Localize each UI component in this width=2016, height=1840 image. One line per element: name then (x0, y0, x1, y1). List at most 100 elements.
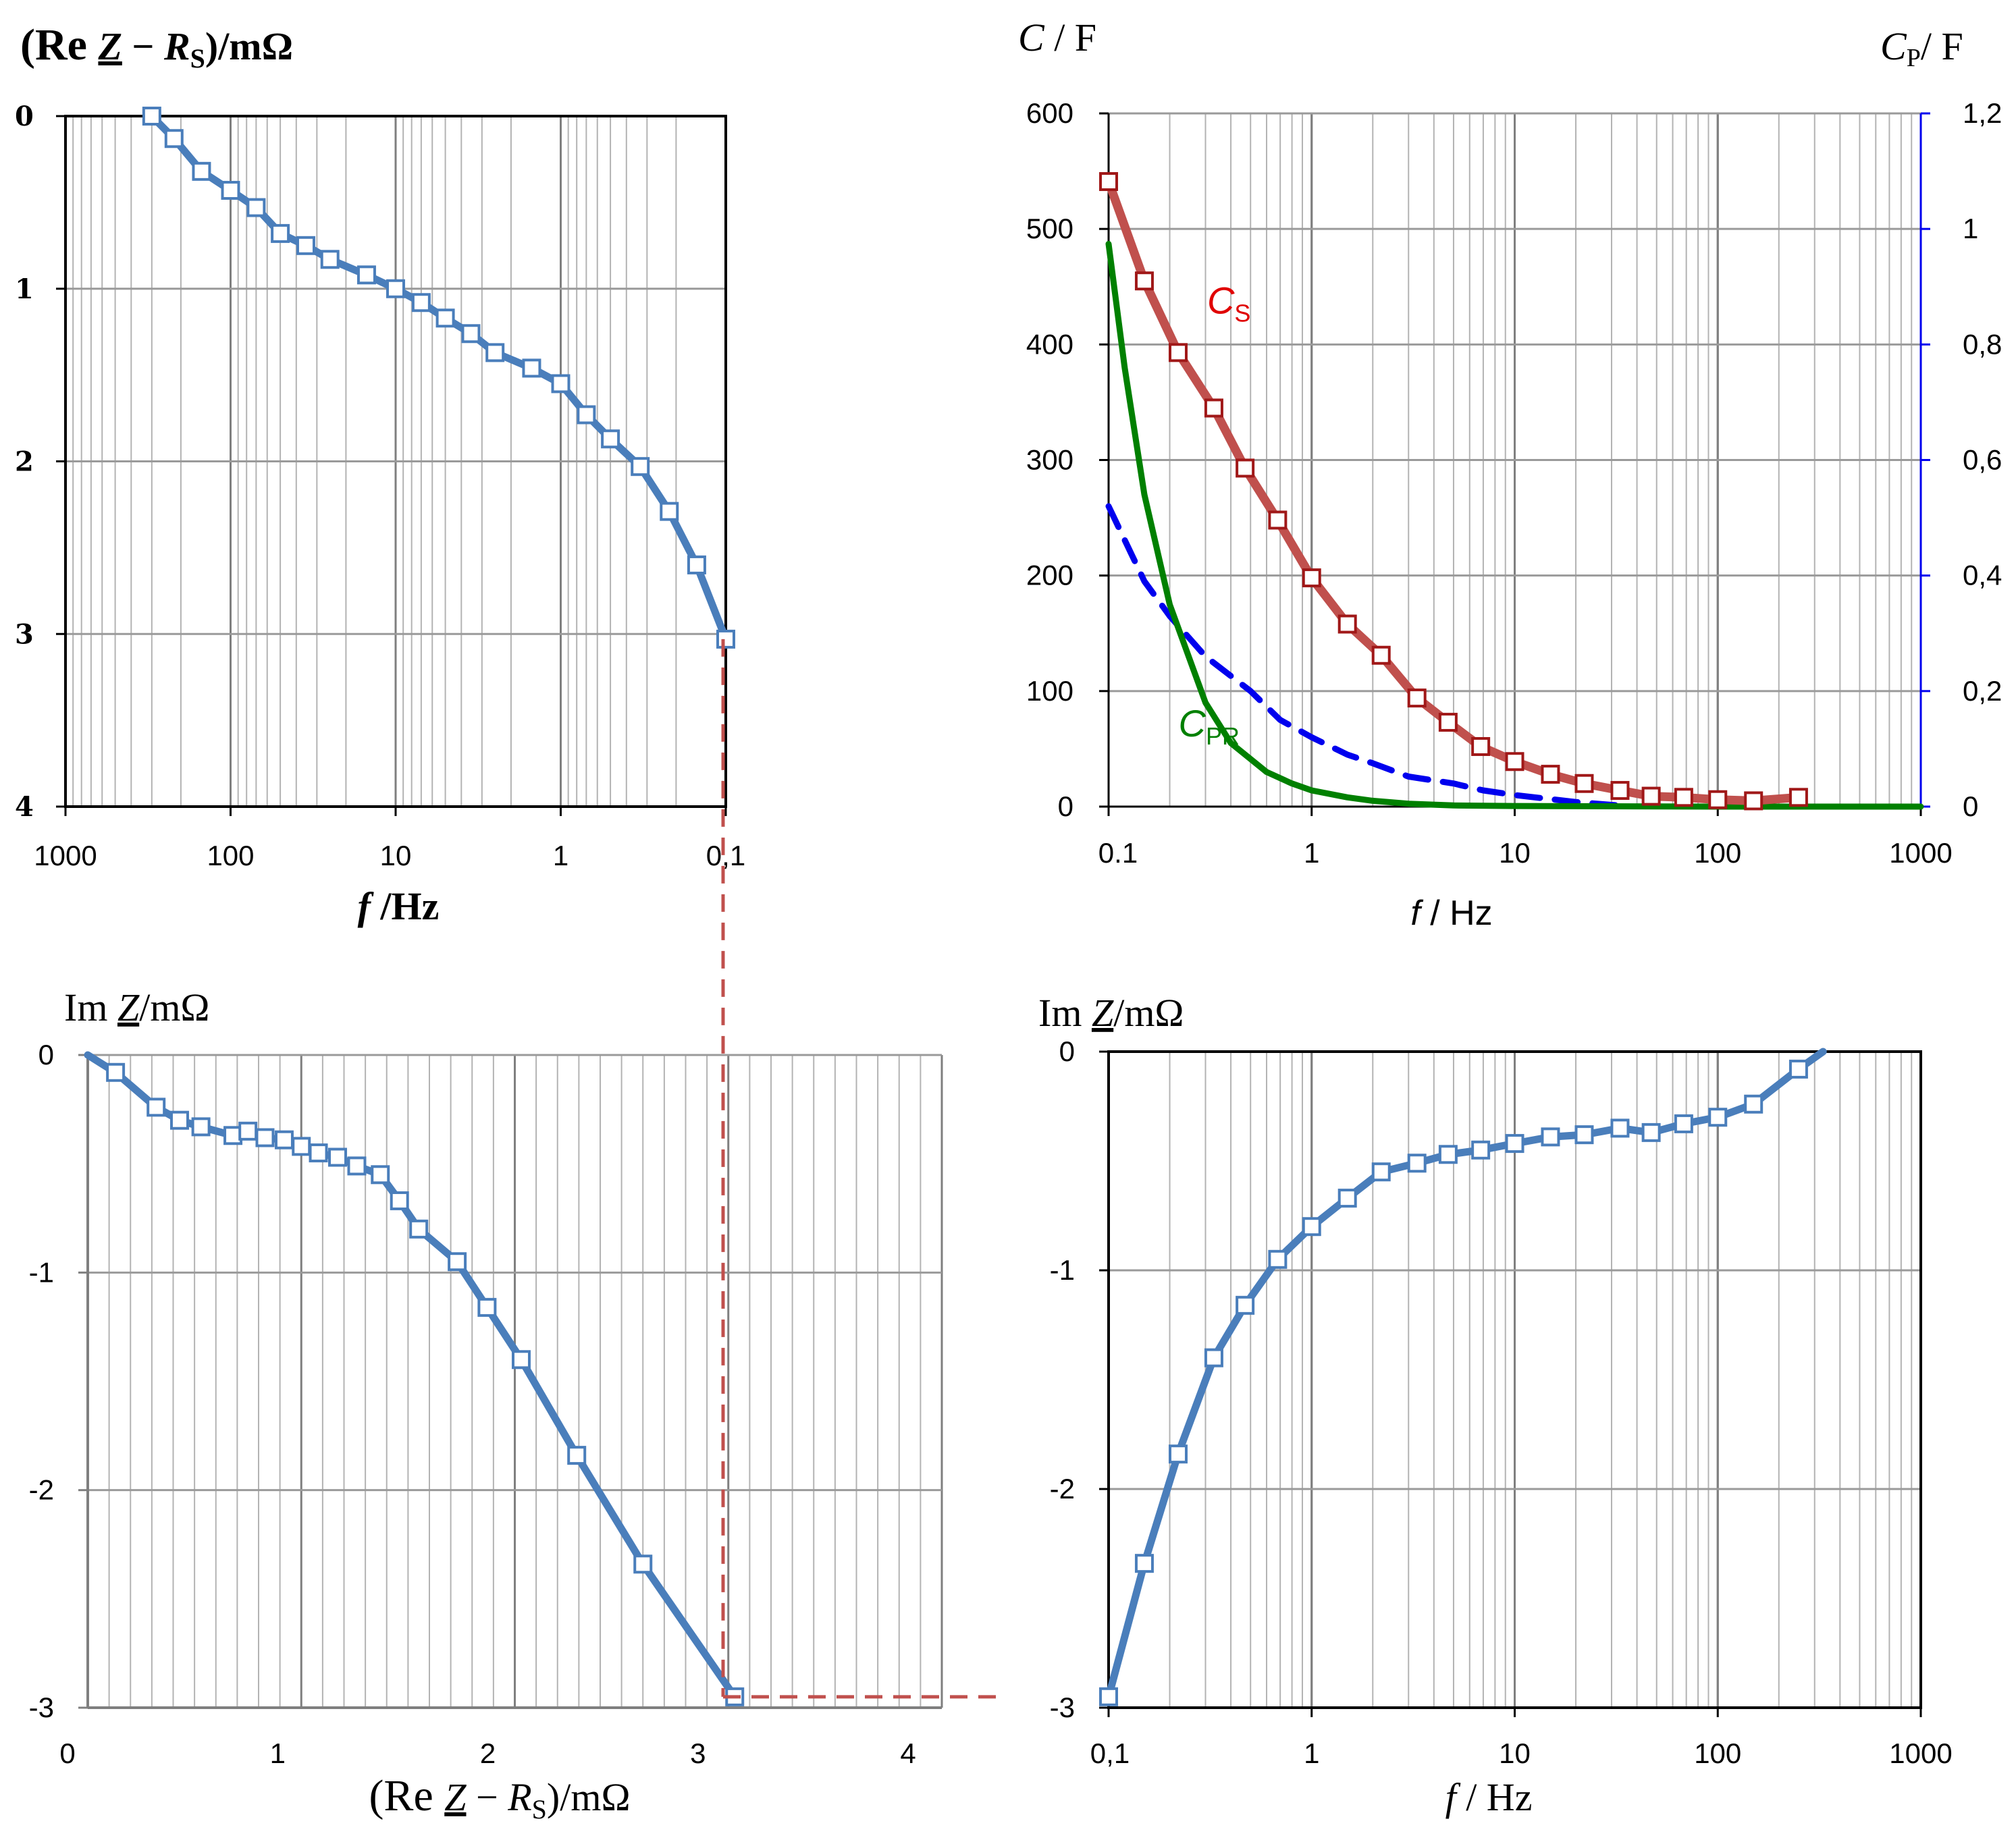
data-point (1788, 1059, 1808, 1079)
label-part: /Hz (371, 884, 439, 928)
x-tick-label: 1 (553, 840, 568, 871)
data-point (461, 324, 481, 344)
data-point (631, 457, 650, 477)
label-part: S (190, 43, 205, 74)
data-point (169, 1110, 189, 1130)
markers (1099, 171, 1808, 811)
label-part: C (1880, 24, 1907, 68)
x-tick-label: 1000 (1889, 1737, 1952, 1769)
data-point (191, 1117, 211, 1137)
y2-axis-label: CP/ F (1880, 24, 1963, 72)
data-point (1337, 1189, 1357, 1208)
label-part: R (163, 24, 190, 68)
data-point (1371, 1162, 1391, 1182)
data-point (1610, 781, 1630, 801)
y-tick-label: 4 (15, 791, 34, 823)
y2-tick-label: 1 (1963, 213, 1978, 244)
x-axis-label: f / Hz (1410, 894, 1492, 933)
label-part: PR (1206, 722, 1240, 750)
data-point (1674, 788, 1693, 807)
label-part: Z (1092, 991, 1114, 1035)
series-cp (1105, 503, 1628, 809)
data-point (320, 250, 340, 269)
y-axis-label: C / F (1018, 16, 1096, 59)
x-tick-label: 3 (690, 1737, 706, 1769)
data-point (1708, 790, 1728, 809)
data-point (1236, 458, 1255, 478)
data-point (1674, 1114, 1693, 1133)
data-point (296, 236, 315, 255)
label-part: )/mΩ (547, 1775, 631, 1819)
chart-top-right: 0 100 200 300 400 500 600 0 0,2 0,4 0,6 0,8 1 1,2 0.1 1… (1018, 16, 2002, 933)
data-point (309, 1143, 328, 1163)
y-tick-label: 2 (15, 446, 34, 478)
y2-tick-label: 1,2 (1963, 97, 2002, 129)
y2-tick-label: 0,2 (1963, 675, 2002, 707)
data-point (1610, 1118, 1630, 1138)
data-point (1236, 1295, 1255, 1315)
data-point (435, 308, 455, 328)
y-tick-label: 0 (15, 101, 34, 132)
data-point (1574, 774, 1594, 793)
data-point (271, 223, 290, 243)
data-point (1438, 1145, 1458, 1164)
data-point (221, 180, 240, 200)
x-axis-label: f /Hz (358, 884, 440, 928)
data-point (1204, 1348, 1223, 1368)
x-tick-label: 2 (480, 1737, 496, 1769)
data-point (1788, 788, 1808, 807)
x-tick-label: 1 (270, 1737, 286, 1769)
label-part: /mΩ (139, 985, 209, 1029)
x-tick-label: 10 (1499, 1737, 1531, 1769)
label-part: − (122, 24, 164, 68)
label-part: C (1207, 279, 1235, 321)
data-point (687, 555, 706, 574)
label-part: (Re (20, 20, 98, 70)
data-point (448, 1252, 467, 1272)
label-part: Im (1038, 991, 1092, 1035)
x-tick-label: 1000 (1889, 837, 1952, 869)
y-tick-label: -1 (29, 1256, 54, 1288)
label-part: )/mΩ (205, 24, 293, 68)
data-point (1541, 1127, 1560, 1147)
data-point (292, 1137, 311, 1156)
x-tick-label: 100 (1694, 1737, 1741, 1769)
y2-tick-label: 0,6 (1963, 444, 2002, 476)
label-part: / F (1921, 24, 1963, 68)
data-point (142, 107, 161, 126)
data-point (1471, 736, 1491, 756)
y-tick-label: 0 (1058, 790, 1073, 822)
label-part: / Hz (1456, 1775, 1533, 1819)
data-point (1505, 752, 1524, 772)
x-tick-label: 4 (900, 1737, 916, 1769)
y-tick-label: 100 (1026, 675, 1073, 707)
label-part: S (532, 1794, 547, 1824)
x-tick-label: 10 (380, 840, 412, 871)
data-point (1744, 791, 1763, 811)
data-point (1438, 713, 1458, 732)
x-tick-label: 1 (1304, 837, 1319, 869)
x-tick-label: 1000 (34, 840, 97, 871)
x-axis-label: f / Hz (1445, 1775, 1533, 1819)
guide-lines (721, 639, 1003, 1699)
y2-tick-label: 0,4 (1963, 560, 2002, 591)
label-part: (Re (369, 1771, 444, 1820)
data-point (716, 629, 735, 649)
data-point (192, 161, 211, 181)
x-tick-label: 0 (59, 1737, 75, 1769)
data-point (1541, 765, 1560, 784)
data-point (147, 1098, 166, 1117)
y-tick-label: 400 (1026, 328, 1073, 360)
data-point (1641, 786, 1661, 806)
markers (1099, 1059, 1808, 1706)
label-part: /mΩ (1113, 991, 1184, 1035)
data-point (1574, 1125, 1594, 1145)
data-point (164, 129, 184, 148)
y2-tick-label: 0,8 (1963, 328, 2002, 360)
annotation-cs: CS (1207, 279, 1250, 327)
y-tick-label: -2 (1050, 1473, 1075, 1505)
data-point (1168, 343, 1188, 362)
grid (1107, 112, 1922, 808)
data-point (274, 1130, 294, 1149)
